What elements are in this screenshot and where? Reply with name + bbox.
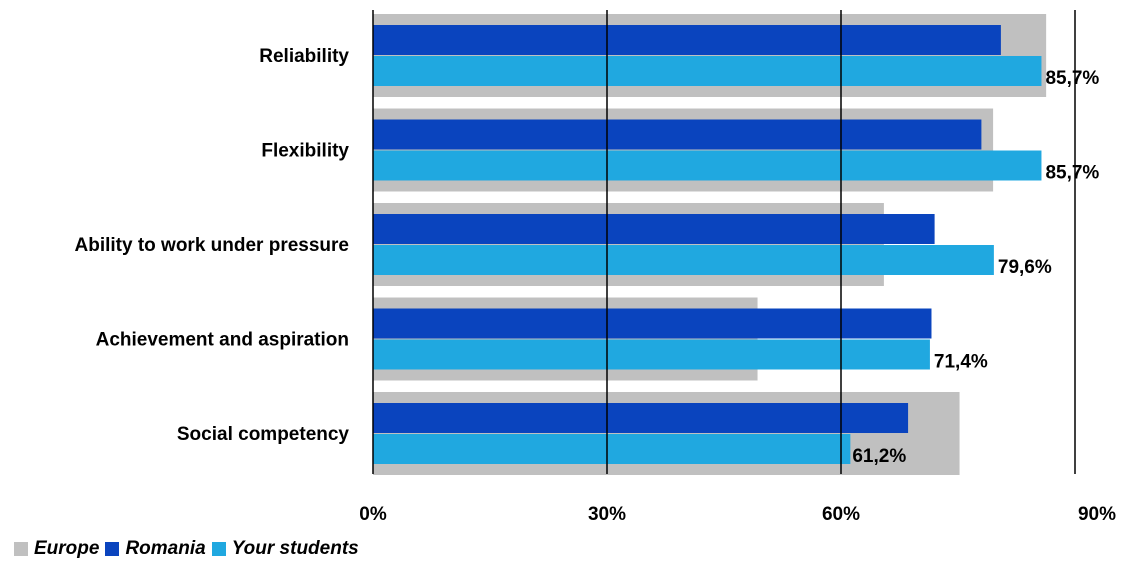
data-label-ability-to-work-under-pressure: 79,6%: [998, 257, 1052, 278]
bar-romania-flexibility: [373, 119, 982, 150]
bars-layer: [373, 14, 1047, 475]
data-label-reliability: 85,7%: [1045, 68, 1099, 89]
legend-swatch-europe: [14, 542, 28, 556]
legend: Europe Romania Your students: [14, 538, 365, 560]
bar-your-students-reliability: [373, 56, 1042, 86]
legend-label-europe: Europe: [34, 538, 100, 559]
category-label-ability-to-work-under-pressure: Ability to work under pressure: [75, 235, 350, 256]
x-tick-label-90: 90%: [1078, 504, 1116, 525]
legend-label-romania: Romania: [125, 538, 206, 559]
data-label-achievement-and-aspiration: 71,4%: [934, 352, 988, 373]
category-label-achievement-and-aspiration: Achievement and aspiration: [96, 330, 349, 351]
legend-swatch-romania: [105, 542, 120, 556]
overlay-layer: 85,7% 85,7% 79,6% 71,4% 61,2%: [372, 10, 1099, 474]
x-tick-label-60: 60%: [822, 504, 860, 525]
bar-romania-reliability: [373, 25, 1001, 55]
legend-item-europe: Europe: [14, 538, 99, 560]
bar-your-students-ability-to-work-under-pressure: [373, 245, 994, 275]
data-label-social-competency: 61,2%: [852, 446, 906, 467]
bar-chart: 85,7% 85,7% 79,6% 71,4% 61,2% Reliability Flex…: [75, 10, 1116, 525]
bar-romania-achievement-and-aspiration: [373, 308, 932, 339]
bar-your-students-achievement-and-aspiration: [373, 339, 930, 370]
category-label-flexibility: Flexibility: [261, 141, 349, 162]
bar-romania-ability-to-work-under-pressure: [373, 214, 935, 244]
legend-swatch-your-students: [211, 542, 226, 556]
bar-romania-social-competency: [373, 403, 909, 433]
legend-item-your-students: Your students: [211, 538, 359, 560]
bar-your-students-flexibility: [373, 150, 1042, 181]
data-label-flexibility: 85,7%: [1045, 163, 1099, 184]
legend-label-your-students: Your students: [231, 538, 359, 559]
legend-item-romania: Romania: [105, 538, 206, 560]
x-tick-label-0: 0%: [359, 504, 387, 525]
bar-your-students-social-competency: [373, 434, 851, 464]
x-tick-label-30: 30%: [588, 504, 626, 525]
category-label-social-competency: Social competency: [177, 424, 350, 445]
category-label-reliability: Reliability: [259, 46, 349, 67]
